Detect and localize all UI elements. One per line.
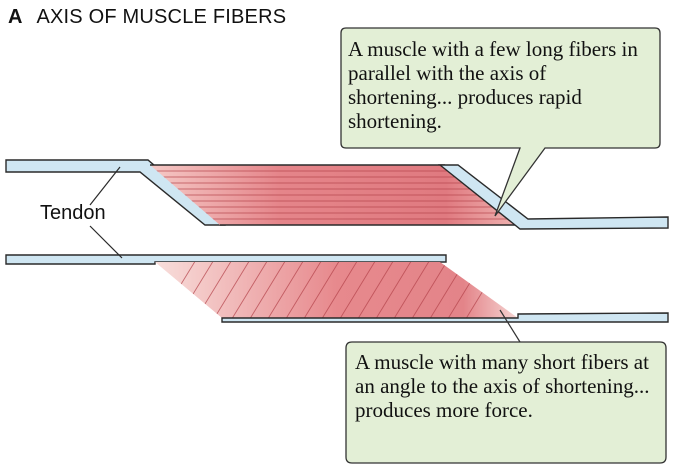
callout-top-text: A muscle with a few long fibers in paral… [348, 37, 638, 133]
callout-bottom-text: A muscle with many short fibers at an an… [355, 350, 650, 422]
callout-top-shape [340, 27, 661, 217]
panel-title: A AXIS OF MUSCLE FIBERS [8, 6, 286, 29]
top-right-tendon [438, 164, 669, 230]
bottom-muscle [5, 254, 669, 323]
top-muscle [5, 159, 669, 230]
panel-letter: A [8, 6, 23, 28]
bottom-right-tendon [221, 312, 669, 323]
tendon-label: Tendon [40, 202, 106, 224]
bottom-muscle-belly [155, 262, 518, 318]
callout-bottom-shape [345, 309, 667, 464]
panel-title-text: AXIS OF MUSCLE FIBERS [36, 6, 287, 28]
tendon-pointers [89, 166, 123, 259]
top-left-tendon [5, 159, 226, 226]
